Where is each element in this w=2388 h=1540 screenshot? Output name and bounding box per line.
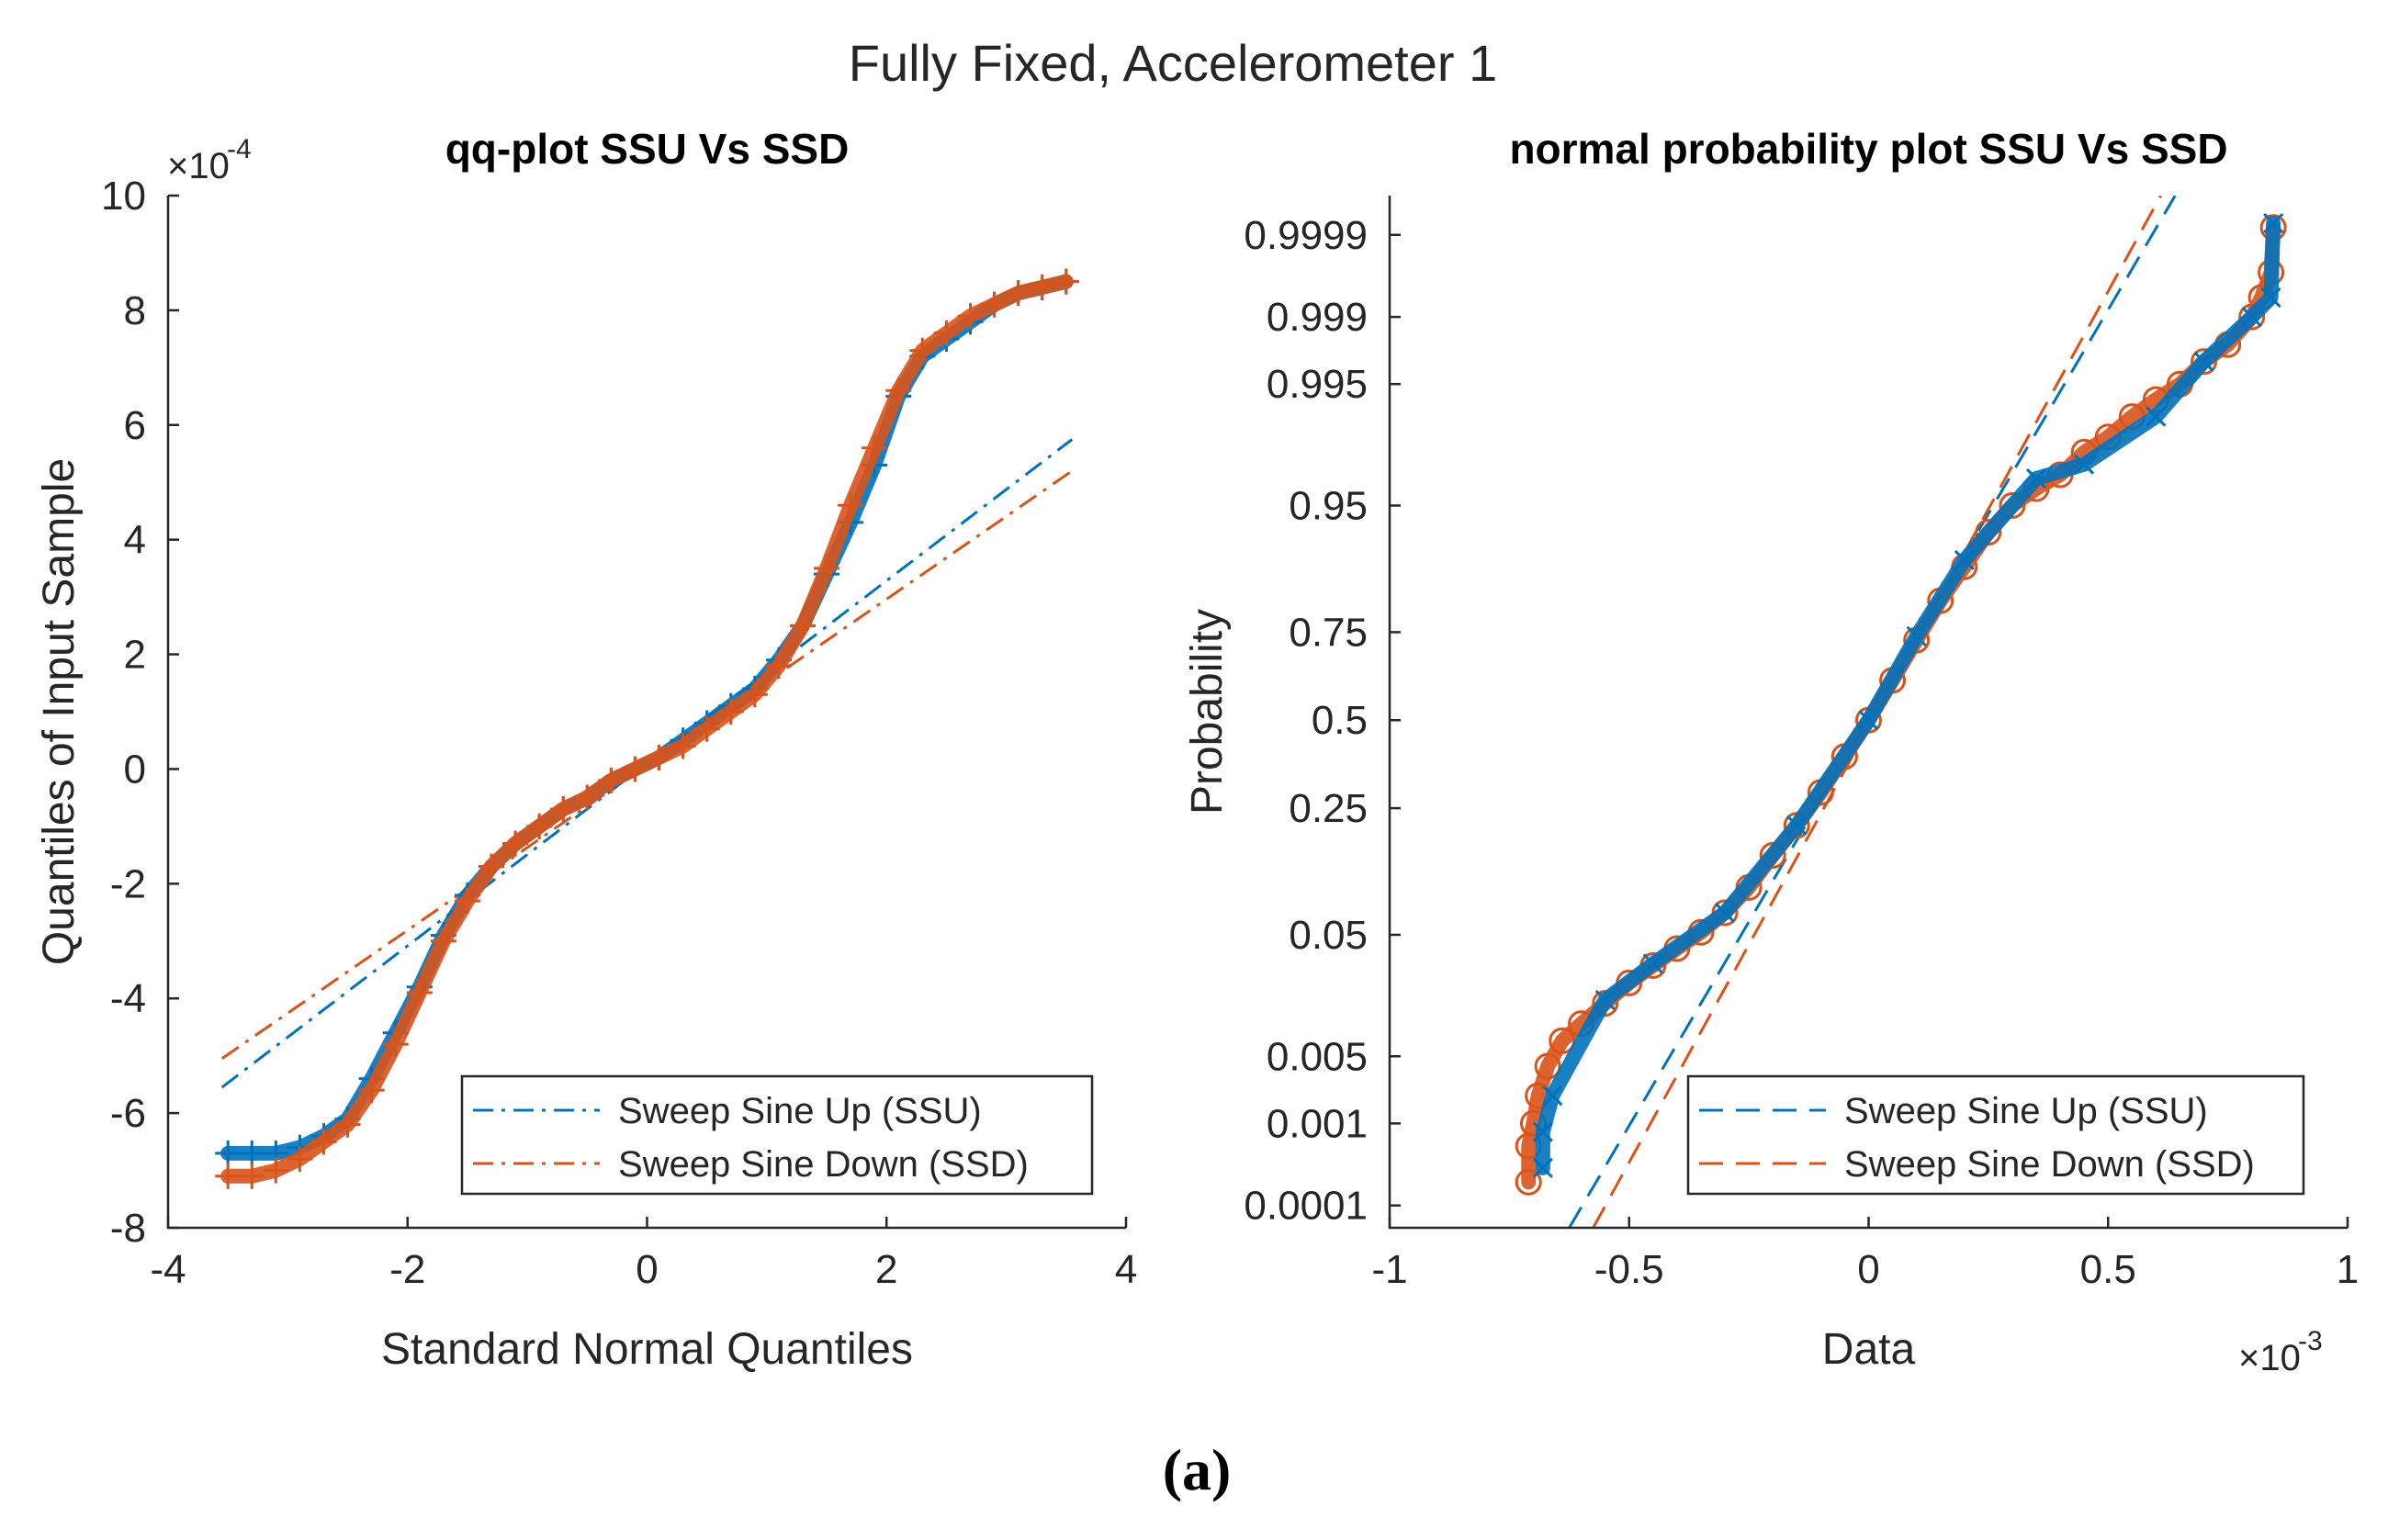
x-tick-label: 4 <box>1115 1247 1137 1292</box>
x-tick-label: 1 <box>2337 1247 2359 1292</box>
figure-caption: (a) <box>1163 1437 1232 1502</box>
plot-area <box>168 196 1126 1228</box>
legend-label: Sweep Sine Up (SSU) <box>1844 1091 2208 1131</box>
normal-probability-plot-panel: -1 -0.5 0 0.5 1 0.0001 0.001 0.005 0.05 0.25 0.5 0.… <box>1183 125 2359 1378</box>
y-tick-label: 0.0001 <box>1244 1184 1368 1229</box>
y-tick-label: 0.005 <box>1267 1034 1368 1079</box>
x-tick-label: 0 <box>1857 1247 1879 1292</box>
x-tick-label: 2 <box>875 1247 897 1292</box>
data-band <box>220 274 1074 1184</box>
y-tick-label: 0.75 <box>1289 610 1368 655</box>
y-tick-label: 0.05 <box>1289 913 1368 958</box>
y-tick-label: 0.001 <box>1267 1101 1368 1146</box>
legend-label: Sweep Sine Down (SSD) <box>1844 1144 2255 1185</box>
legend-label: Sweep Sine Up (SSU) <box>618 1091 982 1131</box>
y-tick-label: 0 <box>124 747 146 792</box>
y-tick-label: 0.995 <box>1267 362 1368 407</box>
x-tick-label: 0 <box>636 1247 658 1292</box>
y-tick-label: 0.5 <box>1312 698 1368 743</box>
x-exponent-label: ×10 <box>2238 1338 2301 1378</box>
axes-title: qq-plot SSU Vs SSD <box>445 125 850 173</box>
y-tick-label: -2 <box>110 861 146 906</box>
plot-data-layer <box>1515 196 2287 1228</box>
x-tick-label: -1 <box>1371 1247 1407 1292</box>
y-tick-label: 6 <box>124 403 146 448</box>
axes-title: normal probability plot SSU Vs SSD <box>1509 125 2227 173</box>
series-ssu <box>1532 213 2284 1178</box>
y-tick-label: 4 <box>124 518 146 563</box>
x-axis-label: Standard Normal Quantiles <box>381 1325 913 1374</box>
data-band <box>1535 216 2281 1175</box>
x-exponent-power: -3 <box>2298 1326 2323 1356</box>
qq-plot-panel: -4 -2 0 2 4 -8 -6 -4 -2 0 2 4 6 8 10 qq-plot SSU Vs SSD… <box>35 125 1137 1374</box>
x-axis-label: Data <box>1822 1325 1916 1374</box>
y-tick-label: 2 <box>124 633 146 678</box>
figure-suptitle: Fully Fixed, Accelerometer 1 <box>849 34 1497 92</box>
y-exponent-power: -4 <box>227 134 252 164</box>
legend: Sweep Sine Up (SSU) Sweep Sine Down (SSD) <box>1686 1074 2305 1196</box>
y-tick-label: 0.9999 <box>1244 213 1368 258</box>
y-axis-label: Probability <box>1183 609 1232 815</box>
x-tick-label: -4 <box>150 1247 186 1292</box>
legend-box <box>460 1074 1094 1196</box>
x-tick-label: -2 <box>389 1247 425 1292</box>
y-tick-label: -8 <box>110 1206 146 1251</box>
legend-box <box>1686 1074 2305 1196</box>
legend-label: Sweep Sine Down (SSD) <box>618 1144 1029 1185</box>
series-ssd <box>215 268 1079 1189</box>
y-tick-label: 8 <box>124 288 146 333</box>
plot-data-layer <box>215 268 1079 1189</box>
x-tick-label: -0.5 <box>1594 1247 1664 1292</box>
y-tick-label: -6 <box>110 1091 146 1136</box>
y-exponent-label: ×10 <box>167 146 230 186</box>
y-axis-label: Quantiles of Input Sample <box>35 458 84 965</box>
y-tick-label: 0.95 <box>1289 484 1368 529</box>
y-tick-label: 10 <box>101 174 146 219</box>
x-tick-label: 0.5 <box>2080 1247 2136 1292</box>
y-tick-label: 0.25 <box>1289 786 1368 831</box>
legend: Sweep Sine Up (SSU) Sweep Sine Down (SSD) <box>460 1074 1094 1196</box>
y-tick-label: 0.999 <box>1267 295 1368 340</box>
y-tick-label: -4 <box>110 976 146 1021</box>
